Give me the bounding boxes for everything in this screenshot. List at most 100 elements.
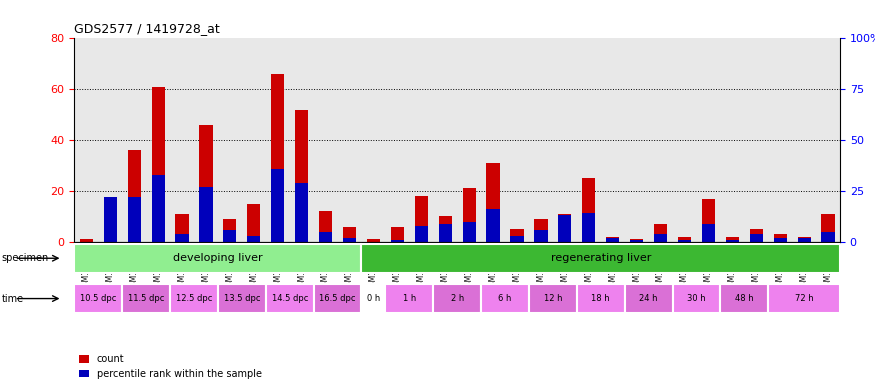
Bar [415,226,428,242]
Bar [606,237,620,242]
Bar [218,284,266,313]
Bar [630,240,643,242]
Bar [678,237,691,242]
Bar [745,38,768,242]
Bar [361,38,385,242]
Bar [816,38,840,242]
Bar [295,183,308,242]
Bar [80,239,93,242]
Bar [678,240,691,242]
Bar [248,204,261,242]
Bar [535,230,548,242]
Bar [625,284,673,313]
Bar [176,234,189,242]
Bar [438,217,452,242]
Bar [481,38,505,242]
Bar [558,214,571,242]
Bar [242,38,266,242]
Bar [792,38,816,242]
Bar [128,151,141,242]
Bar [433,38,458,242]
Bar [103,209,117,242]
Bar [535,219,548,242]
Bar [750,229,763,242]
Text: 12.5 dpc: 12.5 dpc [176,294,213,303]
Text: 30 h: 30 h [687,294,706,303]
Text: 18 h: 18 h [592,294,610,303]
Bar [266,284,313,313]
Bar [750,234,763,242]
Text: 11.5 dpc: 11.5 dpc [128,294,164,303]
Bar [673,38,696,242]
Bar [223,230,236,242]
Bar [463,222,476,242]
Bar [313,284,361,313]
Text: 6 h: 6 h [499,294,512,303]
Bar [433,284,481,313]
Bar [529,38,553,242]
Bar [510,229,523,242]
Bar [553,38,577,242]
Bar [487,163,500,242]
Text: 0 h: 0 h [367,294,380,303]
Bar [170,38,194,242]
Bar [768,38,792,242]
Bar [774,234,787,242]
Bar [248,236,261,242]
Bar [481,284,529,313]
Bar [702,223,715,242]
Bar [194,38,218,242]
Bar [529,284,577,313]
Bar [361,284,385,313]
Bar [343,238,356,242]
Bar [822,232,835,242]
Text: specimen: specimen [2,253,49,263]
Text: regenerating liver: regenerating liver [550,253,651,263]
Bar [266,38,290,242]
Text: 12 h: 12 h [543,294,562,303]
Text: 24 h: 24 h [640,294,658,303]
Bar [463,189,476,242]
Bar [410,38,433,242]
Bar [458,38,481,242]
Bar [768,284,840,313]
Bar [774,238,787,242]
Bar [74,284,122,313]
Bar [720,38,745,242]
Bar [343,227,356,242]
Bar [648,38,673,242]
Bar [725,240,738,242]
Text: 48 h: 48 h [735,294,753,303]
Bar [146,38,170,242]
Bar [151,87,164,242]
Bar [319,212,332,242]
Bar [725,237,738,242]
Bar [74,38,98,242]
Bar [415,196,428,242]
Bar [822,214,835,242]
Bar [200,187,213,242]
Text: 16.5 dpc: 16.5 dpc [319,294,356,303]
Text: GDS2577 / 1419728_at: GDS2577 / 1419728_at [74,22,220,35]
Bar [696,38,720,242]
Bar [577,284,625,313]
Bar [654,234,667,242]
Bar [654,224,667,242]
Bar [103,197,117,242]
Bar [385,284,433,313]
Bar [558,215,571,242]
Bar [673,284,720,313]
Bar [290,38,313,242]
Bar [582,178,595,242]
Text: 13.5 dpc: 13.5 dpc [224,294,260,303]
Bar [98,38,123,242]
Bar [200,125,213,242]
Bar [606,238,620,242]
Legend: count, percentile rank within the sample: count, percentile rank within the sample [80,354,262,379]
Bar [702,199,715,242]
Bar [385,38,410,242]
Bar [601,38,625,242]
Text: developing liver: developing liver [173,253,262,263]
Bar [438,223,452,242]
Bar [128,197,141,242]
